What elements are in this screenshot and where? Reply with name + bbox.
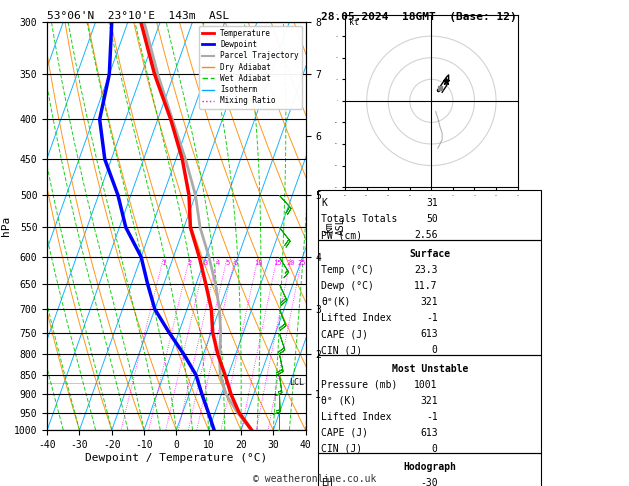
Text: 0: 0 [431, 444, 438, 454]
Text: 10: 10 [254, 260, 262, 266]
Text: Lifted Index: Lifted Index [321, 412, 392, 422]
Text: 23.3: 23.3 [414, 265, 438, 275]
Text: PW (cm): PW (cm) [321, 230, 362, 241]
X-axis label: Dewpoint / Temperature (°C): Dewpoint / Temperature (°C) [86, 452, 267, 463]
Text: 0: 0 [431, 345, 438, 355]
Text: Totals Totals: Totals Totals [321, 214, 398, 225]
Y-axis label: hPa: hPa [1, 216, 11, 236]
Text: 5: 5 [225, 260, 230, 266]
Text: 1: 1 [162, 260, 165, 266]
Text: CIN (J): CIN (J) [321, 345, 362, 355]
Text: CIN (J): CIN (J) [321, 444, 362, 454]
Text: 25: 25 [298, 260, 306, 266]
Text: 15: 15 [273, 260, 281, 266]
Text: Pressure (mb): Pressure (mb) [321, 380, 398, 390]
Text: Hodograph: Hodograph [403, 462, 456, 472]
Text: 613: 613 [420, 428, 438, 438]
Text: -1: -1 [426, 412, 438, 422]
Text: 613: 613 [420, 329, 438, 339]
Text: 3: 3 [204, 260, 208, 266]
Text: kt: kt [348, 18, 359, 27]
Text: 50: 50 [426, 214, 438, 225]
Text: 2.56: 2.56 [414, 230, 438, 241]
Text: 53°06'N  23°10'E  143m  ASL: 53°06'N 23°10'E 143m ASL [47, 11, 230, 21]
Text: CAPE (J): CAPE (J) [321, 428, 369, 438]
Text: 6: 6 [233, 260, 237, 266]
Text: 31: 31 [426, 198, 438, 208]
Text: 4: 4 [216, 260, 220, 266]
Text: Most Unstable: Most Unstable [392, 364, 468, 374]
Text: © weatheronline.co.uk: © weatheronline.co.uk [253, 473, 376, 484]
Text: 20: 20 [287, 260, 296, 266]
Text: 28.05.2024  18GMT  (Base: 12): 28.05.2024 18GMT (Base: 12) [321, 12, 517, 22]
Text: 11.7: 11.7 [414, 281, 438, 291]
Text: EH: EH [321, 478, 333, 486]
Text: Dewp (°C): Dewp (°C) [321, 281, 374, 291]
Text: 1001: 1001 [414, 380, 438, 390]
Text: -30: -30 [420, 478, 438, 486]
Legend: Temperature, Dewpoint, Parcel Trajectory, Dry Adiabat, Wet Adiabat, Isotherm, Mi: Temperature, Dewpoint, Parcel Trajectory… [199, 26, 302, 108]
Text: 321: 321 [420, 297, 438, 307]
Text: 321: 321 [420, 396, 438, 406]
Text: θᵉ(K): θᵉ(K) [321, 297, 350, 307]
Text: Surface: Surface [409, 249, 450, 259]
Text: CAPE (J): CAPE (J) [321, 329, 369, 339]
Text: 2: 2 [187, 260, 192, 266]
Y-axis label: km
ASL: km ASL [324, 217, 345, 235]
Text: Lifted Index: Lifted Index [321, 313, 392, 323]
Text: Temp (°C): Temp (°C) [321, 265, 374, 275]
Text: K: K [321, 198, 327, 208]
Text: LCL: LCL [289, 379, 304, 387]
Text: -1: -1 [426, 313, 438, 323]
Text: θᵉ (K): θᵉ (K) [321, 396, 357, 406]
